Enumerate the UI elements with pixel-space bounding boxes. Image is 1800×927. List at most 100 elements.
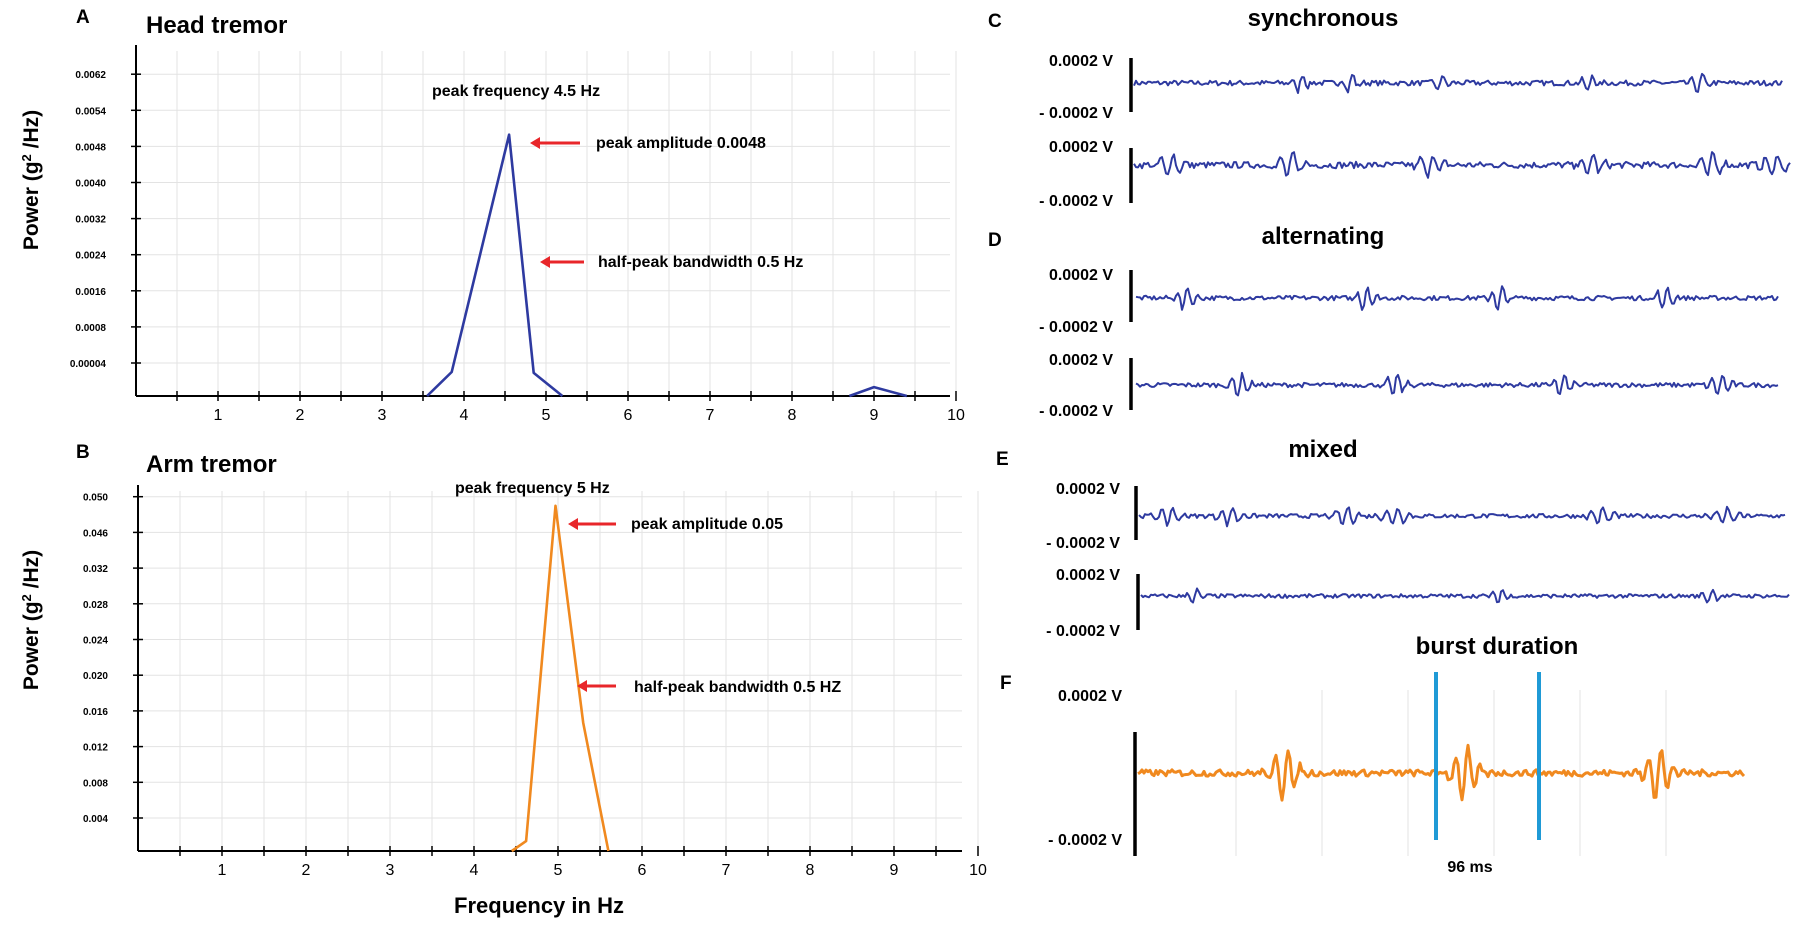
emg-trace-line [1138, 505, 1786, 528]
scale-label-top: 0.0002 V [1056, 567, 1120, 584]
y-tick-label: 0.0016 [75, 287, 106, 298]
y-tick-label: 0.004 [83, 814, 108, 825]
y-tick-label: 0.0024 [75, 251, 106, 262]
emg-trace-line [1133, 151, 1791, 179]
y-tick-label: 0.012 [83, 743, 108, 754]
y-tick-label: 0.0054 [75, 106, 106, 117]
panel-f-label: F [1000, 673, 1012, 694]
panel-b-ticks: 1 2 3 4 5 6 7 8 9 10 0.004 0.008 0.012 0.016 0.020 0.02… [83, 485, 987, 879]
panel-a-label: A [76, 7, 90, 28]
emg-trace-line [1133, 72, 1783, 94]
scale-label-top: 0.0002 V [1049, 267, 1113, 284]
x-tick-label: 10 [969, 862, 987, 879]
x-tick-label: 7 [722, 862, 731, 879]
panel-a-series [426, 133, 908, 398]
panel-e-title: mixed [1288, 436, 1357, 463]
y-tick-label: 0.028 [83, 600, 108, 611]
panel-f-burst-duration: F burst duration 0.0002 V - 0.0002 V 96 m… [1000, 633, 1746, 876]
x-tick-label: 3 [378, 407, 387, 424]
panel-b-label: B [76, 442, 90, 463]
scale-label-bottom: - 0.0002 V [1046, 535, 1120, 552]
panel-d-alternating: D alternating 0.0002 V - 0.0002 V 0.0002 V… [988, 223, 1779, 420]
panel-e-label: E [996, 449, 1009, 470]
panel-b-grid [138, 491, 979, 851]
panel-a-title: Head tremor [146, 12, 287, 39]
scale-label-bottom: - 0.0002 V [1039, 105, 1113, 122]
y-tick-label: 0.016 [83, 707, 108, 718]
panel-b-peak-amplitude-label: peak amplitude 0.05 [631, 516, 783, 533]
x-tick-label: 5 [542, 407, 551, 424]
x-tick-label: 7 [706, 407, 715, 424]
x-tick-label: 10 [947, 407, 965, 424]
panel-a-peak-amplitude-arrowhead [530, 137, 540, 149]
emg-trace-line [1135, 285, 1779, 311]
scale-label-top: 0.0002 V [1049, 352, 1113, 369]
panel-a-bandwidth-arrowhead [540, 256, 550, 268]
y-tick-label: 0.020 [83, 671, 108, 682]
y-tick-label: 0.0040 [75, 179, 106, 190]
x-tick-label: 8 [806, 862, 815, 879]
scale-label-bottom: - 0.0002 V [1048, 832, 1122, 849]
panel-b-peak-frequency-label: peak frequency 5 Hz [455, 480, 610, 497]
x-tick-label: 6 [638, 862, 647, 879]
x-tick-label: 9 [870, 407, 879, 424]
panel-b-title: Arm tremor [146, 451, 277, 478]
panel-b-y-axis-label: Power (g2 /Hz) [19, 550, 43, 690]
x-tick-label: 8 [788, 407, 797, 424]
panel-d-title: alternating [1262, 223, 1385, 250]
scale-label-top: 0.0002 V [1056, 481, 1120, 498]
y-tick-label: 0.024 [83, 636, 108, 647]
panel-b-bandwidth-label: half-peak bandwidth 0.5 HZ [634, 679, 841, 696]
panel-c-label: C [988, 11, 1002, 32]
panel-a-ticks: 1 2 3 4 5 6 7 8 9 10 0.00004 0.0008 0.0016 0.0024 0.00… [70, 45, 965, 424]
panel-d-label: D [988, 230, 1002, 251]
panel-a-peak-frequency-label: peak frequency 4.5 Hz [432, 83, 600, 100]
emg-trace-line [1140, 587, 1790, 604]
y-tick-label: 0.0032 [75, 215, 106, 226]
x-tick-label: 4 [460, 407, 469, 424]
panel-f-traces: 0.0002 V - 0.0002 V [1048, 672, 1746, 856]
y-tick-label: 0.046 [83, 528, 108, 539]
emg-trace-line [1137, 743, 1746, 802]
x-tick-label: 5 [554, 862, 563, 879]
x-tick-label: 6 [624, 407, 633, 424]
x-tick-label: 3 [386, 862, 395, 879]
panel-b-arm-tremor: B Arm tremor 1 2 3 4 5 6 7 8 9 10 0.004 0.008 0.012 0… [19, 442, 987, 918]
panel-e-mixed: E mixed 0.0002 V - 0.0002 V 0.0002 V - 0.00… [996, 436, 1790, 640]
y-tick-label: 0.00004 [70, 359, 107, 370]
scale-label-bottom: - 0.0002 V [1039, 403, 1113, 420]
scale-label-top: 0.0002 V [1049, 139, 1113, 156]
panel-f-duration-label: 96 ms [1447, 859, 1492, 876]
spectrum-series-line [511, 504, 610, 853]
panel-a-peak-amplitude-label: peak amplitude 0.0048 [596, 135, 766, 152]
x-tick-label: 2 [302, 862, 311, 879]
x-tick-label: 4 [470, 862, 479, 879]
panel-b-peak-amplitude-arrowhead [568, 518, 578, 530]
panel-d-traces: 0.0002 V - 0.0002 V 0.0002 V - 0.0002 V [1039, 267, 1779, 420]
y-tick-label: 0.008 [83, 778, 108, 789]
scale-label-top: 0.0002 V [1049, 53, 1113, 70]
x-tick-label: 2 [296, 407, 305, 424]
panel-c-traces: 0.0002 V - 0.0002 V 0.0002 V - 0.0002 V [1039, 53, 1791, 210]
y-tick-label: 0.050 [83, 493, 108, 504]
panel-a-head-tremor: A Head tremor 1 2 3 4 5 6 7 8 9 10 0.00004 0.0008 0.… [19, 7, 965, 424]
panel-c-title: synchronous [1248, 5, 1399, 32]
scale-label-bottom: - 0.0002 V [1046, 623, 1120, 640]
scale-label-top: 0.0002 V [1058, 688, 1122, 705]
panel-f-title: burst duration [1416, 633, 1579, 660]
panel-a-grid [136, 51, 957, 396]
y-tick-label: 0.0062 [75, 70, 106, 81]
y-tick-label: 0.0048 [75, 142, 106, 153]
panel-b-x-axis-label: Frequency in Hz [454, 893, 624, 918]
x-tick-label: 1 [214, 407, 223, 424]
y-tick-label: 0.032 [83, 564, 108, 575]
panel-c-synchronous: C synchronous 0.0002 V- 0.0002 V0.0002 V… [988, 5, 1791, 210]
panel-b-bandwidth-arrowhead [577, 680, 587, 692]
panel-b-series [511, 504, 610, 853]
emg-trace-line [1135, 371, 1779, 397]
panel-a-bandwidth-label: half-peak bandwidth 0.5 Hz [598, 254, 803, 271]
scale-label-bottom: - 0.0002 V [1039, 193, 1113, 210]
panel-e-traces: 0.0002 V - 0.0002 V 0.0002 V - 0.0002 V [1046, 481, 1790, 640]
panel-a-y-axis-label: Power (g2 /Hz) [19, 110, 43, 250]
